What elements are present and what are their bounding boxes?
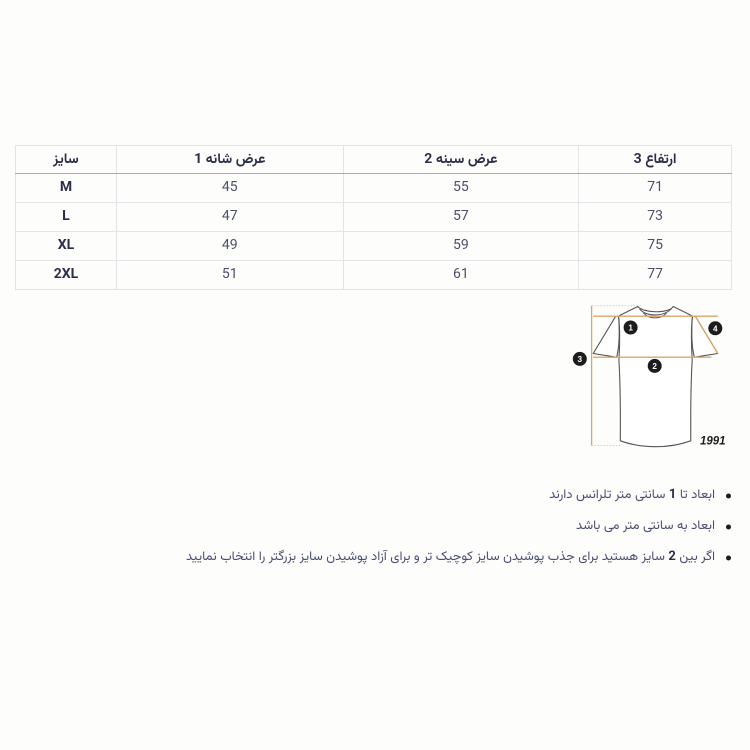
svg-text:2: 2 [652, 362, 657, 371]
svg-text:1: 1 [628, 324, 633, 333]
svg-text:4: 4 [713, 324, 718, 333]
svg-text:1991: 1991 [700, 436, 726, 448]
svg-text:3: 3 [578, 355, 583, 364]
